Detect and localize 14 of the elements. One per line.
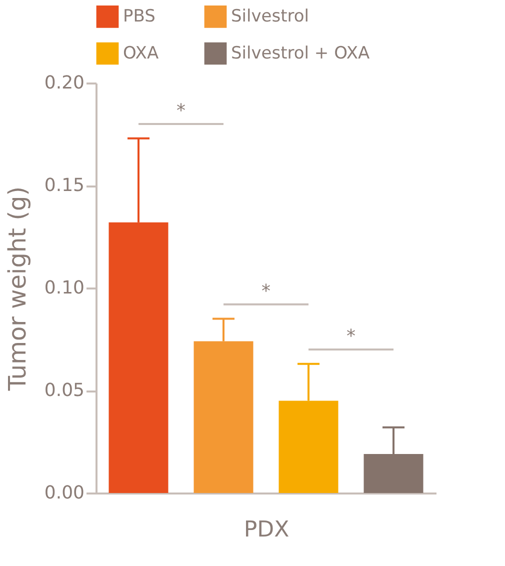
y-tick-label: 0.15: [44, 175, 84, 196]
legend-label: OXA: [123, 44, 159, 64]
annotation: *: [176, 100, 186, 122]
y-axis-title: Tumor weight (g): [3, 186, 32, 392]
y-tick-label: 0.00: [44, 482, 84, 504]
y-tick-label: 0.05: [44, 380, 84, 401]
y-tick-label: 0.20: [44, 72, 84, 94]
legend-label: Silvestrol: [231, 6, 310, 27]
x-axis-title: PDX: [244, 518, 290, 542]
annotation: *: [262, 281, 270, 302]
y-tick-label: 0.10: [44, 278, 84, 298]
legend-label: Silvestrol + OXA: [231, 44, 370, 64]
annotation: *: [346, 326, 356, 348]
legend-label: PBS: [123, 6, 156, 27]
